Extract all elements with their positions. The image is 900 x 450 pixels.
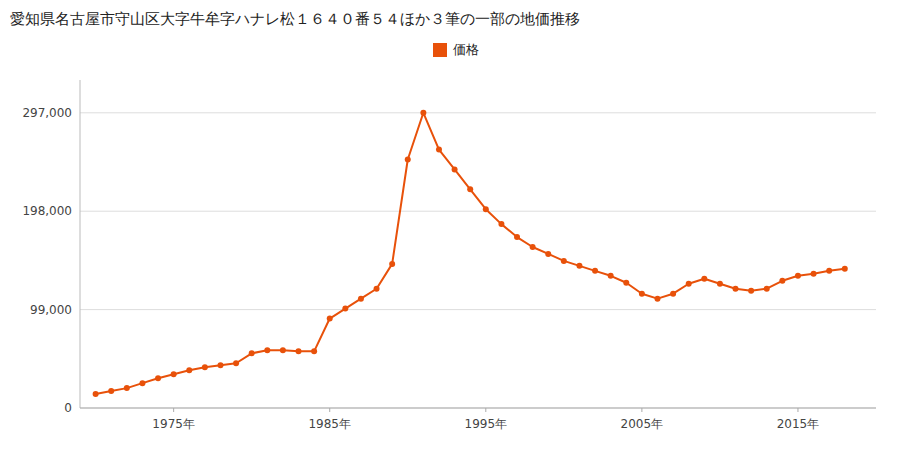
point [561, 258, 567, 264]
x-tick-label: 1985年 [308, 417, 351, 431]
grid-line [80, 211, 876, 212]
point [311, 348, 317, 354]
point [217, 362, 223, 368]
y-tick-label: 297,000 [22, 106, 72, 120]
grid-line [80, 309, 876, 310]
x-tick-label: 2015年 [777, 417, 820, 431]
point [623, 280, 629, 286]
point [842, 266, 848, 272]
point [139, 380, 145, 386]
x-tick [329, 408, 330, 412]
line [96, 113, 845, 394]
point [420, 110, 426, 116]
point [795, 273, 801, 279]
y-tick-label: 99,000 [30, 303, 72, 317]
point [296, 348, 302, 354]
y-axis: 0 99,000 198,000 297,000 [22, 80, 876, 415]
chart: 愛知県名古屋市守山区大字牛牟字ハナレ松１６４０番５４ほか３筆の一部の地価推移 0 9… [0, 0, 900, 450]
point [358, 296, 364, 302]
point [405, 157, 411, 163]
point [733, 286, 739, 292]
point [811, 271, 817, 277]
x-axis-line [80, 408, 876, 409]
point [639, 291, 645, 297]
background [0, 0, 900, 450]
point [483, 206, 489, 212]
x-tick-label: 1995年 [465, 417, 508, 431]
point [93, 391, 99, 397]
point [280, 347, 286, 353]
x-tick [797, 408, 798, 412]
grid-line [80, 112, 876, 113]
point [498, 221, 504, 227]
x-tick [641, 408, 642, 412]
point [592, 268, 598, 274]
y-axis-line [80, 80, 81, 408]
point [654, 296, 660, 302]
legend-label: 価格 [453, 42, 479, 57]
grid-line [80, 408, 876, 409]
point [186, 367, 192, 373]
x-tick-label: 2005年 [621, 417, 664, 431]
point [249, 350, 255, 356]
point [514, 234, 520, 240]
legend-swatch [433, 43, 447, 57]
point [717, 281, 723, 287]
point [701, 276, 707, 282]
x-tick-label: 1975年 [152, 417, 195, 431]
legend: 価格 [433, 42, 479, 57]
point [389, 261, 395, 267]
point [467, 186, 473, 192]
point [233, 360, 239, 366]
y-tick-label: 0 [64, 401, 72, 415]
point [202, 364, 208, 370]
point [171, 371, 177, 377]
plot-area [93, 110, 848, 397]
point [686, 281, 692, 287]
x-tick [485, 408, 486, 412]
x-tick [173, 408, 174, 412]
y-tick-label: 198,000 [22, 204, 72, 218]
point [545, 251, 551, 257]
point [264, 347, 270, 353]
point [576, 263, 582, 269]
point [155, 375, 161, 381]
point [374, 286, 380, 292]
point [108, 388, 114, 394]
point [452, 166, 458, 172]
point [608, 273, 614, 279]
title: 愛知県名古屋市守山区大字牛牟字ハナレ松１６４０番５４ほか３筆の一部の地価推移 [10, 10, 580, 28]
point [327, 316, 333, 322]
point [779, 278, 785, 284]
point [530, 244, 536, 250]
point [342, 306, 348, 312]
point [748, 288, 754, 294]
point [124, 385, 130, 391]
x-axis: 1975年 1985年 1995年 2005年 2015年 [80, 408, 876, 431]
point [436, 147, 442, 153]
point [826, 268, 832, 274]
point [764, 286, 770, 292]
point [670, 291, 676, 297]
